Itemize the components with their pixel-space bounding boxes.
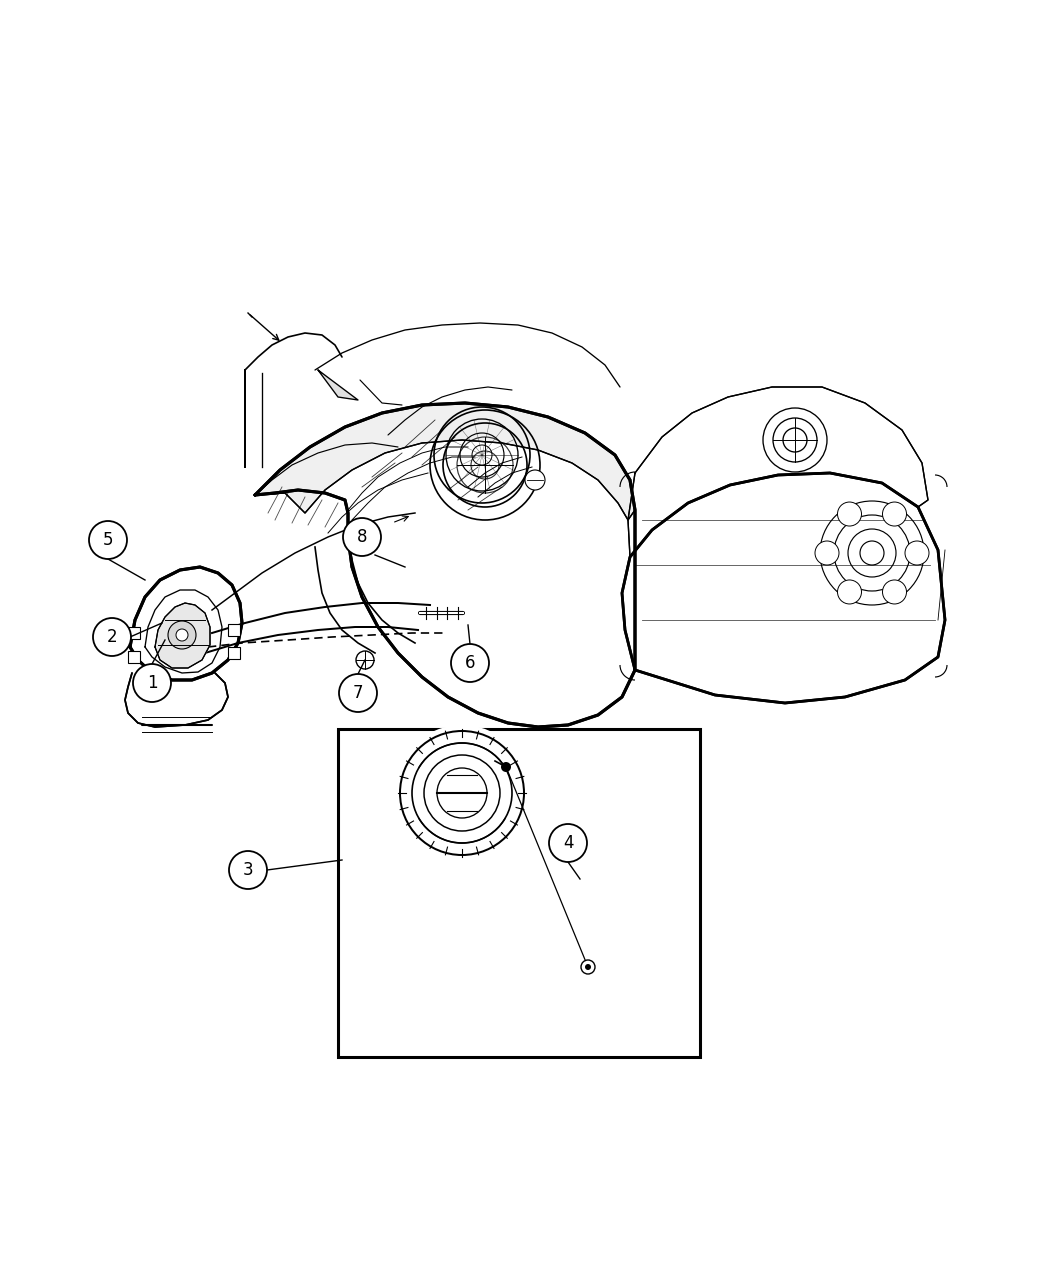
Circle shape xyxy=(581,960,595,974)
Bar xyxy=(228,646,240,659)
Polygon shape xyxy=(125,673,228,727)
Circle shape xyxy=(133,664,171,703)
Circle shape xyxy=(168,621,196,649)
Circle shape xyxy=(89,521,127,558)
Circle shape xyxy=(815,541,839,565)
Circle shape xyxy=(501,762,511,771)
Text: 8: 8 xyxy=(357,528,367,546)
Bar xyxy=(128,652,140,663)
Circle shape xyxy=(838,502,861,527)
Circle shape xyxy=(549,824,587,862)
Text: 4: 4 xyxy=(563,834,573,852)
Circle shape xyxy=(525,470,545,490)
Polygon shape xyxy=(155,603,210,668)
Circle shape xyxy=(394,725,530,861)
Circle shape xyxy=(176,629,188,641)
Text: 7: 7 xyxy=(353,683,363,703)
Circle shape xyxy=(905,541,929,565)
Circle shape xyxy=(343,518,381,556)
Circle shape xyxy=(838,580,861,604)
Circle shape xyxy=(452,644,489,682)
Text: 6: 6 xyxy=(465,654,476,672)
Circle shape xyxy=(93,618,131,657)
Polygon shape xyxy=(255,403,635,727)
Circle shape xyxy=(229,850,267,889)
Bar xyxy=(228,623,240,636)
Circle shape xyxy=(882,580,906,604)
Bar xyxy=(338,729,700,1057)
Circle shape xyxy=(882,502,906,527)
Circle shape xyxy=(585,964,591,970)
Text: 2: 2 xyxy=(107,629,118,646)
Circle shape xyxy=(356,652,374,669)
Polygon shape xyxy=(318,370,358,400)
Text: 3: 3 xyxy=(243,861,253,878)
Bar xyxy=(128,627,140,639)
Polygon shape xyxy=(130,567,242,680)
Circle shape xyxy=(339,674,377,711)
Text: 1: 1 xyxy=(147,674,157,692)
Polygon shape xyxy=(628,388,928,557)
Text: 5: 5 xyxy=(103,530,113,550)
Polygon shape xyxy=(622,473,945,703)
Polygon shape xyxy=(255,403,635,520)
